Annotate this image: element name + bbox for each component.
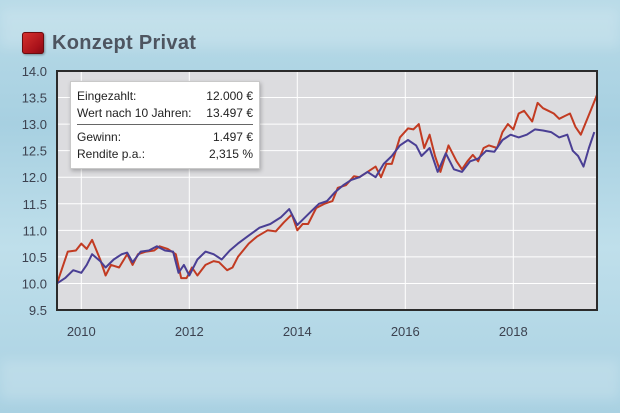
summary-box: Eingezahlt: 12.000 € Wert nach 10 Jahren… — [70, 81, 260, 169]
info-row-value-after: Wert nach 10 Jahren: 13.497 € — [77, 105, 253, 121]
y-tick-label: 14.0 — [22, 64, 47, 79]
y-tick-label: 13.5 — [22, 91, 47, 106]
page-title: Konzept Privat — [52, 31, 197, 54]
y-tick-label: 12.5 — [22, 144, 47, 159]
y-tick-label: 13.0 — [22, 117, 47, 132]
y-tick-label: 12.0 — [22, 170, 47, 185]
y-tick-label: 10.5 — [22, 250, 47, 265]
series-line-2 — [56, 128, 596, 285]
info-label: Eingezahlt: — [77, 89, 137, 103]
info-value: 12.000 € — [206, 89, 253, 103]
y-tick-label: 9.5 — [29, 303, 47, 318]
info-divider — [77, 124, 253, 125]
info-row-gain: Gewinn: 1.497 € — [77, 129, 253, 145]
y-tick-label: 10.0 — [22, 276, 47, 291]
info-row-paid-in: Eingezahlt: 12.000 € — [77, 88, 253, 104]
info-label: Rendite p.a.: — [77, 147, 146, 161]
header: Konzept Privat — [22, 32, 196, 54]
x-tick-label: 2014 — [283, 324, 312, 339]
y-tick-label: 11.0 — [23, 223, 47, 238]
x-tick-label: 2018 — [499, 324, 528, 339]
x-tick-label: 2010 — [67, 324, 96, 339]
info-value: 13.497 € — [206, 106, 253, 120]
info-value: 1.497 € — [212, 130, 253, 144]
x-tick-label: 2016 — [391, 324, 420, 339]
info-label: Gewinn: — [77, 130, 122, 144]
info-row-return: Rendite p.a.: 2,315 % — [77, 146, 253, 162]
x-tick-label: 2012 — [175, 324, 204, 339]
info-value: 2,315 % — [208, 147, 253, 161]
y-tick-label: 11.5 — [23, 197, 47, 212]
plot-frame — [56, 70, 598, 311]
info-label: Wert nach 10 Jahren: — [77, 106, 192, 120]
brand-logo-icon — [22, 32, 44, 54]
